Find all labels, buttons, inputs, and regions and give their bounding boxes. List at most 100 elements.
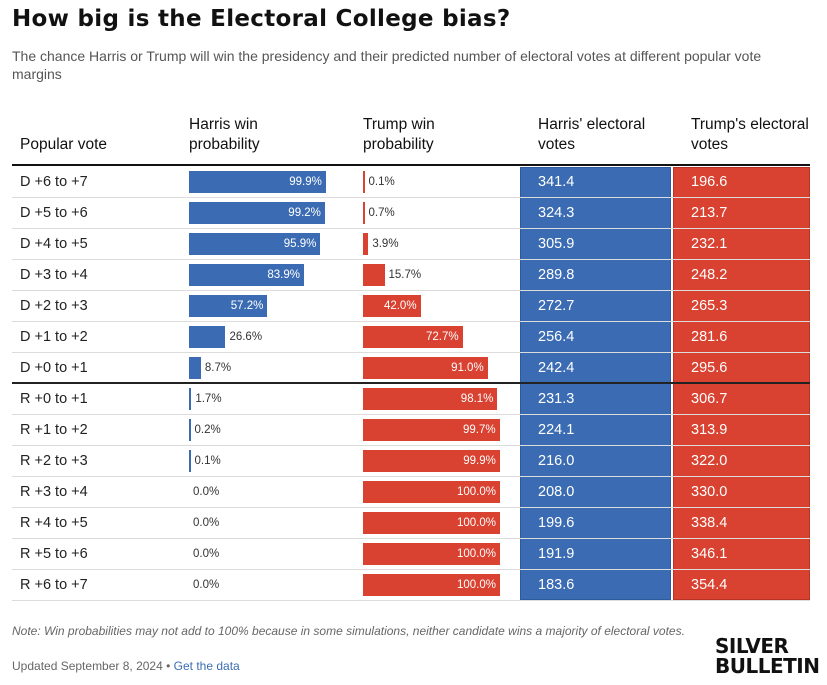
harris-probability-label: 0.0% bbox=[193, 548, 220, 560]
harris-probability-bar bbox=[189, 357, 201, 379]
harris-probability-cell: 26.6% bbox=[189, 326, 386, 348]
trump-electoral-votes-value: 346.1 bbox=[691, 546, 728, 562]
trump-electoral-votes-value: 322.0 bbox=[691, 453, 728, 469]
harris-probability-cell: 0.0% bbox=[189, 512, 386, 534]
harris-electoral-votes-value: 224.1 bbox=[538, 422, 575, 438]
harris-probability-bar bbox=[189, 326, 226, 348]
updated-date: Updated September 8, 2024 bbox=[12, 659, 163, 673]
footnote: Note: Win probabilities may not add to 1… bbox=[12, 624, 685, 638]
trump-probability-label: 99.9% bbox=[463, 455, 496, 467]
harris-electoral-votes-value: 341.4 bbox=[538, 174, 575, 190]
trump-electoral-votes-value: 281.6 bbox=[691, 329, 728, 345]
trump-probability-bar bbox=[363, 512, 500, 534]
harris-probability-label: 0.0% bbox=[193, 579, 220, 591]
harris-electoral-votes-value: 256.4 bbox=[538, 329, 575, 345]
trump-probability-label: 100.0% bbox=[456, 486, 496, 498]
table-row: R +2 to +3 0.1% 99.9% 216.0 322.0 bbox=[12, 446, 810, 477]
harris-electoral-votes-value: 183.6 bbox=[538, 577, 575, 593]
harris-probability-label: 26.6% bbox=[229, 331, 263, 343]
silver-bulletin-logo: SILVER BULLETIN bbox=[715, 636, 820, 676]
trump-electoral-votes-value: 248.2 bbox=[691, 267, 728, 283]
trump-probability-cell: 100.0% bbox=[363, 512, 560, 534]
trump-probability-bar bbox=[363, 388, 498, 410]
harris-electoral-votes-value: 289.8 bbox=[538, 267, 575, 283]
trump-electoral-votes-value: 213.7 bbox=[691, 205, 728, 221]
trump-probability-cell: 42.0% bbox=[363, 295, 560, 317]
trump-probability-bar bbox=[363, 233, 369, 255]
popular-vote-margin: D +2 to +3 bbox=[20, 298, 88, 314]
harris-probability-cell: 99.2% bbox=[189, 202, 386, 224]
harris-probability-cell: 0.0% bbox=[189, 543, 386, 565]
trump-probability-label: 100.0% bbox=[456, 579, 496, 591]
harris-probability-label: 0.0% bbox=[193, 486, 220, 498]
trump-probability-bar bbox=[363, 171, 365, 193]
trump-probability-bar bbox=[363, 574, 500, 596]
popular-vote-margin: D +3 to +4 bbox=[20, 267, 88, 283]
harris-probability-label: 0.2% bbox=[194, 424, 221, 436]
harris-electoral-votes-value: 208.0 bbox=[538, 484, 575, 500]
trump-electoral-votes-value: 330.0 bbox=[691, 484, 728, 500]
trump-probability-cell: 3.9% bbox=[363, 233, 560, 255]
harris-electoral-votes-value: 231.3 bbox=[538, 391, 575, 407]
trump-probability-label: 98.1% bbox=[460, 393, 494, 405]
chart-subtitle: The chance Harris or Trump will win the … bbox=[12, 48, 762, 82]
trump-probability-label: 0.7% bbox=[368, 207, 395, 219]
trump-probability-cell: 0.7% bbox=[363, 202, 560, 224]
table-row: D +3 to +4 83.9% 15.7% 289.8 248.2 bbox=[12, 260, 810, 291]
updated-line: Updated September 8, 2024 • Get the data bbox=[12, 659, 240, 673]
harris-probability-label: 95.9% bbox=[283, 238, 317, 250]
harris-probability-bar bbox=[189, 450, 191, 472]
harris-probability-label: 99.2% bbox=[288, 207, 321, 219]
header-popular-vote: Popular vote bbox=[20, 136, 108, 153]
harris-probability-cell: 0.0% bbox=[189, 574, 386, 596]
trump-probability-bar bbox=[363, 202, 365, 224]
trump-probability-cell: 100.0% bbox=[363, 543, 560, 565]
trump-probability-cell: 0.1% bbox=[363, 171, 560, 193]
trump-probability-cell: 72.7% bbox=[363, 326, 560, 348]
table-row: D +1 to +2 26.6% 72.7% 256.4 281.6 bbox=[12, 322, 810, 353]
popular-vote-margin: D +5 to +6 bbox=[20, 205, 88, 221]
header-harris-electoral-votes: Harris' electoral votes bbox=[538, 116, 646, 153]
trump-probability-bar bbox=[363, 326, 463, 348]
harris-probability-label: 0.0% bbox=[193, 517, 220, 529]
table-header: Popular vote Harris win probability Trum… bbox=[12, 116, 810, 164]
harris-electoral-votes-value: 305.9 bbox=[538, 236, 575, 252]
table-row: R +1 to +2 0.2% 99.7% 224.1 313.9 bbox=[12, 415, 810, 446]
trump-probability-bar bbox=[363, 450, 500, 472]
trump-electoral-votes-value: 196.6 bbox=[691, 174, 728, 190]
trump-probability-cell: 100.0% bbox=[363, 574, 560, 596]
harris-probability-cell: 95.9% bbox=[189, 233, 386, 255]
harris-electoral-votes-value: 216.0 bbox=[538, 453, 575, 469]
trump-probability-bar bbox=[363, 357, 488, 379]
header-rule bbox=[12, 164, 810, 166]
harris-probability-label: 57.2% bbox=[230, 300, 264, 312]
popular-vote-margin: D +1 to +2 bbox=[20, 329, 88, 345]
harris-probability-cell: 0.1% bbox=[189, 450, 386, 472]
trump-probability-label: 91.0% bbox=[451, 362, 484, 374]
harris-probability-bar bbox=[189, 388, 192, 410]
trump-probability-bar bbox=[363, 481, 500, 503]
trump-probability-cell: 98.1% bbox=[363, 388, 560, 410]
trump-probability-label: 100.0% bbox=[456, 548, 496, 560]
popular-vote-margin: R +1 to +2 bbox=[20, 422, 88, 438]
trump-probability-label: 0.1% bbox=[368, 176, 395, 188]
popular-vote-margin: R +3 to +4 bbox=[20, 484, 88, 500]
trump-probability-cell: 15.7% bbox=[363, 264, 560, 286]
table-row: R +5 to +6 0.0% 100.0% 191.9 346.1 bbox=[12, 539, 810, 570]
trump-electoral-votes-value: 306.7 bbox=[691, 391, 728, 407]
trump-electoral-votes-value: 295.6 bbox=[691, 360, 728, 376]
harris-probability-cell: 8.7% bbox=[189, 357, 386, 379]
table-row: D +5 to +6 99.2% 0.7% 324.3 213.7 bbox=[12, 198, 810, 229]
popular-vote-margin: R +0 to +1 bbox=[20, 391, 88, 407]
trump-probability-bar bbox=[363, 264, 385, 286]
harris-probability-bar bbox=[189, 264, 304, 286]
get-the-data-link[interactable]: Get the data bbox=[173, 659, 240, 673]
harris-probability-bar bbox=[189, 171, 326, 193]
popular-vote-margin: D +6 to +7 bbox=[20, 174, 88, 190]
table-row: D +2 to +3 57.2% 42.0% 272.7 265.3 bbox=[12, 291, 810, 322]
harris-probability-cell: 57.2% bbox=[189, 295, 386, 317]
table-row: D +0 to +1 8.7% 91.0% 242.4 295.6 bbox=[12, 353, 810, 384]
trump-probability-label: 72.7% bbox=[426, 331, 459, 343]
harris-probability-cell: 0.2% bbox=[189, 419, 386, 441]
trump-probability-label: 3.9% bbox=[372, 238, 399, 250]
